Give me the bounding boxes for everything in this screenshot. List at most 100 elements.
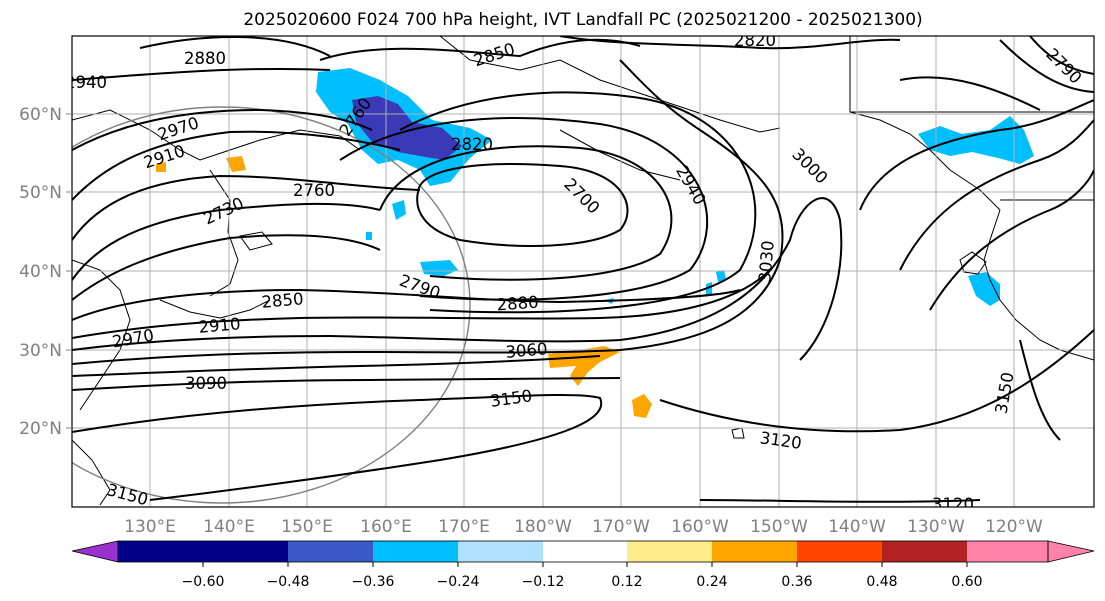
colorbar-segment: [797, 541, 882, 562]
colorbar: −0.60 −0.48 −0.36 −0.24 −0.12 0.12 0.24 …: [71, 540, 1095, 590]
contour-2940-east: [899, 119, 1094, 271]
shade-blob-40n: [420, 260, 458, 276]
colorbar-label: −0.48: [267, 574, 310, 590]
colorbar-label: 0.48: [866, 574, 897, 590]
lon-tick-label: 160°E: [360, 517, 412, 537]
lon-tick-label: 170°W: [592, 517, 650, 537]
colorbar-frame: [117, 540, 1049, 563]
contour-label: 3030: [755, 240, 778, 283]
contour-2790-b: [339, 117, 708, 301]
coast-gulf-island: [959, 251, 987, 275]
shade-blob-47n: [392, 200, 406, 220]
lat-tick-label: 30°N: [19, 341, 62, 361]
lon-tick-label: 160°W: [671, 517, 729, 537]
contour-label: 2880: [184, 49, 226, 68]
colorbar-segment: [967, 541, 1048, 562]
coast-alaska: [439, 36, 781, 133]
colorbar-segment: [118, 541, 203, 562]
coast-philippines: [72, 439, 111, 506]
contour-2910-a: [72, 130, 401, 201]
colorbar-segment: [203, 541, 288, 562]
shade-okhotsk-orange: [156, 162, 166, 172]
colorbar-extend-high: [1047, 540, 1095, 563]
contour-2910-b: [72, 269, 771, 339]
colorbar-extend-low: [71, 540, 119, 563]
lon-tick-label: 130°E: [124, 517, 176, 537]
contour-label: 2850: [261, 289, 304, 312]
colorbar-segment: [543, 541, 627, 562]
coast-canada-bc: [849, 36, 1001, 211]
contour-2880-north: [139, 36, 331, 57]
lon-tick-label: 180°W: [514, 517, 572, 537]
contour-3090: [72, 377, 621, 391]
colorbar-ticks: [202, 562, 968, 567]
coastlines: [72, 36, 1094, 506]
colorbar-label: 0.24: [696, 574, 727, 590]
contour-3120-east: [659, 329, 1094, 433]
colorbar-segment: [712, 541, 797, 562]
gridlines: [72, 36, 1094, 507]
shade-kamchatka-orange: [226, 156, 246, 172]
colorbar-label: 0.36: [781, 574, 812, 590]
lon-tick-label: 150°W: [750, 517, 808, 537]
contour-2850-ne: [899, 76, 1041, 111]
coast-korea-china: [72, 259, 131, 411]
contour-3150-east: [1019, 339, 1061, 441]
contour-3150: [72, 393, 603, 501]
shade-california: [968, 272, 1000, 306]
contour-3120-south: [699, 499, 981, 503]
lat-tick-label: 60°N: [19, 105, 62, 125]
contour-2880-b: [72, 288, 741, 321]
shade-gulf-alaska: [918, 116, 1034, 164]
contour-2790-ne: [1029, 36, 1094, 75]
lon-tick-label: 140°E: [203, 517, 255, 537]
contour-labels: 2880 2850 2820 2790 2760 2970 2910 2730 …: [72, 31, 1085, 514]
contour-2700-low: [416, 163, 629, 247]
colorbar-label: 0.12: [611, 574, 642, 590]
contour-2820-ne: [999, 39, 1094, 93]
contour-3060: [72, 355, 601, 377]
contour-2850-b: [399, 91, 757, 314]
contour-label: 2880: [496, 293, 539, 315]
contour-label: 3090: [185, 374, 227, 393]
lat-tick-label: 50°N: [19, 183, 62, 203]
contour-2760-a: [72, 202, 381, 281]
shade-blob-hawaii-n2: [716, 270, 726, 282]
contour-3030-east: [929, 169, 1094, 311]
height-contours: [72, 36, 1094, 503]
contour-label: 3120: [932, 495, 974, 514]
coast-sakhalin-japan: [209, 169, 239, 297]
coast-japan-south: [159, 299, 271, 319]
shade-hawaii-orange: [632, 394, 652, 418]
map-panel: 2880 2850 2820 2790 2760 2970 2910 2730 …: [19, 31, 1095, 537]
contour-2730-a: [72, 234, 381, 301]
contour-2850-a: [72, 174, 421, 241]
colorbar-segment: [627, 541, 712, 562]
lat-tick-label: 20°N: [19, 419, 62, 439]
colorbar-segment: [373, 541, 458, 562]
shade-blob-small: [366, 232, 372, 240]
colorbar-segment: [458, 541, 543, 562]
radius-circle: [72, 106, 471, 504]
contour-2970-b: [72, 197, 843, 361]
shade-subtropic-orange: [548, 346, 620, 386]
lon-tick-label: 170°E: [438, 517, 490, 537]
colorbar-label: −0.36: [352, 574, 395, 590]
colorbar-label: −0.24: [437, 574, 480, 590]
coast-hawaii: [731, 427, 745, 439]
shade-blob-hawaii-n: [706, 282, 712, 296]
coast-us-west: [983, 209, 1094, 361]
shade-nw-pacific-purple: [352, 96, 462, 160]
coast-hokkaido: [239, 231, 273, 251]
lat-ticks: 60°N 50°N 40°N 30°N 20°N: [19, 105, 72, 439]
contour-label: 2820: [734, 31, 776, 50]
colorbar-label: −0.60: [182, 574, 225, 590]
colorbar-segment: [288, 541, 373, 562]
contour-2820-north: [559, 36, 901, 50]
figure-title: 2025020600 F024 700 hPa height, IVT Land…: [243, 10, 922, 30]
lat-tick-label: 40°N: [19, 262, 62, 282]
coast-aleutian: [559, 129, 681, 181]
lon-ticks: 130°E 140°E 150°E 160°E 170°E 180°W 170°…: [124, 517, 1043, 537]
lon-tick-label: 150°E: [281, 517, 333, 537]
